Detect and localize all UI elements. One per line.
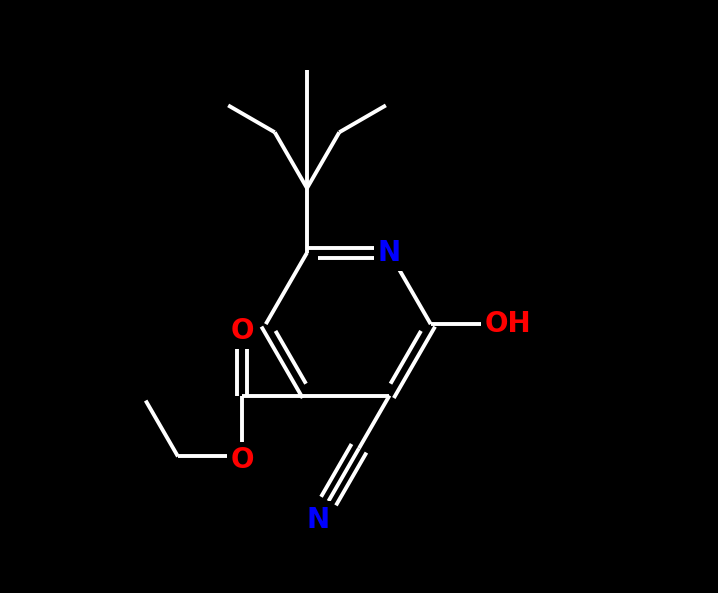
Text: N: N (307, 506, 330, 534)
Text: N: N (378, 239, 401, 267)
Text: O: O (230, 317, 254, 345)
Text: O: O (230, 446, 254, 474)
Text: OH: OH (485, 310, 531, 338)
